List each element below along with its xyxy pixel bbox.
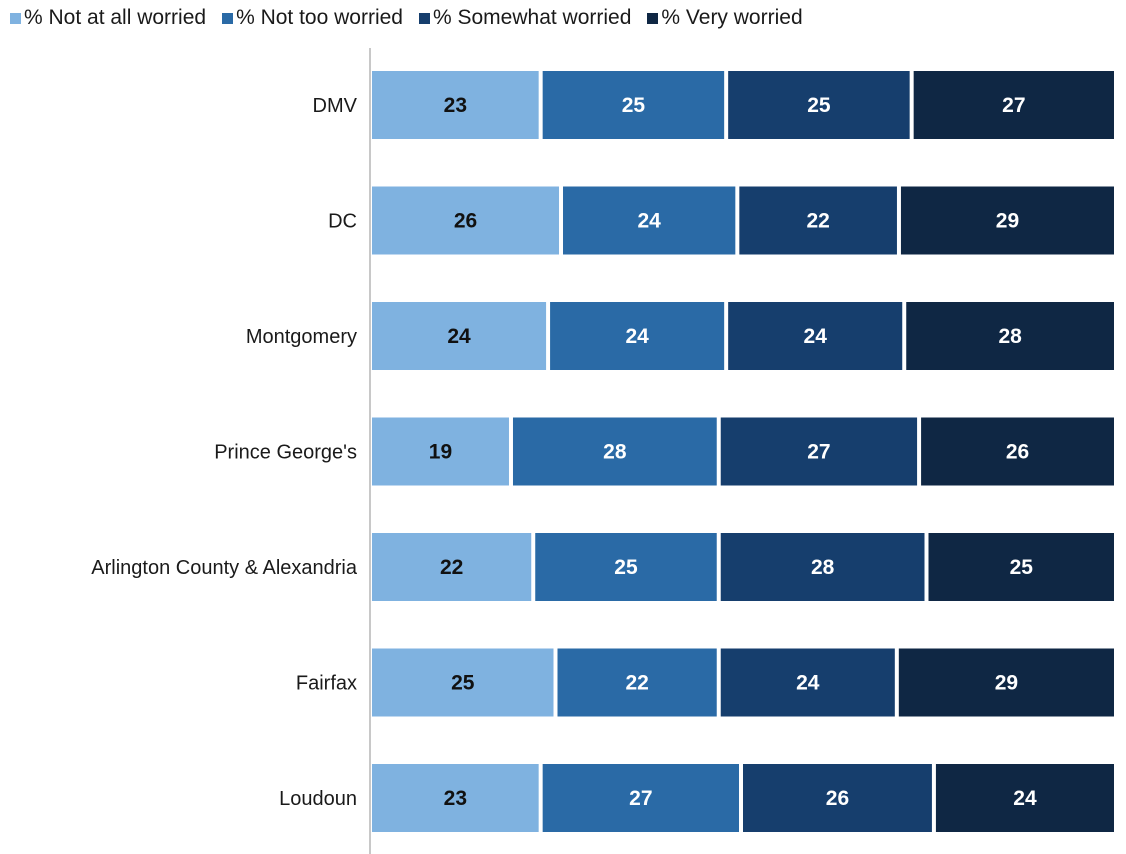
data-label: 26 (454, 210, 477, 233)
data-label: 25 (614, 556, 638, 579)
bar-segment (743, 764, 932, 832)
bar-segment (550, 302, 725, 370)
data-label: 27 (629, 787, 652, 810)
data-label: 28 (811, 556, 835, 579)
bars-group: DMV 23 25 25 27 DC 26 24 22 29 Montgomery 24 24 24 28 P… (91, 71, 1114, 832)
bar-segment (372, 71, 539, 139)
data-label: 23 (444, 787, 467, 810)
bar-segment (720, 417, 918, 486)
bar-segment (512, 417, 717, 486)
bar-segment (557, 648, 717, 717)
data-label: 26 (1006, 441, 1029, 464)
data-label: 24 (804, 325, 828, 348)
legend-item: % Not at all worried (10, 6, 206, 30)
data-label: 19 (429, 441, 452, 464)
data-label: 22 (625, 672, 648, 695)
legend-swatch (10, 12, 21, 24)
bar-segment (542, 764, 739, 832)
data-label: 22 (806, 210, 829, 233)
bar-segment (372, 764, 539, 832)
legend-label: % Somewhat worried (432, 6, 632, 29)
bar-segment (720, 648, 895, 717)
data-label: 24 (796, 672, 820, 695)
legend-label: % Not at all worried (24, 6, 207, 29)
data-label: 26 (826, 787, 849, 810)
data-label: 25 (622, 94, 646, 117)
bar-segment (739, 186, 897, 255)
bar-segment (372, 417, 509, 486)
legend-item: % Somewhat worried (418, 6, 632, 30)
legend-item: % Not too worried (222, 6, 403, 30)
data-label: 27 (807, 441, 830, 464)
bar-segment (372, 302, 547, 370)
data-label: 29 (996, 210, 1019, 233)
category-label: DMV (313, 95, 358, 117)
data-label: 27 (1002, 94, 1025, 117)
category-label: DC (328, 211, 357, 233)
bar-segment (921, 417, 1114, 486)
legend-swatch (418, 12, 430, 24)
data-label: 28 (998, 325, 1022, 348)
category-label: Loudoun (279, 788, 357, 810)
legend-item: % Very worried (647, 6, 803, 30)
bar-segment (720, 533, 925, 601)
bar-segment (542, 71, 725, 139)
legend-label: % Not too worried (236, 6, 403, 29)
data-label: 24 (637, 210, 661, 233)
bar-segment (935, 764, 1114, 832)
legend-swatch (647, 12, 659, 24)
bar-segment (372, 533, 532, 601)
bar-segment (372, 186, 560, 255)
bar-segment (535, 533, 717, 601)
category-label: Fairfax (296, 673, 357, 695)
bar-segment (372, 648, 554, 717)
bar-segment (928, 533, 1114, 601)
data-label: 25 (451, 672, 475, 695)
legend-swatch (222, 12, 234, 24)
data-label: 23 (444, 94, 467, 117)
data-label: 24 (447, 325, 471, 348)
category-label: Prince George's (214, 442, 357, 464)
category-label: Montgomery (246, 326, 357, 348)
legend: % Not at all worried % Not too worried % S… (10, 6, 803, 30)
legend-label: % Very worried (661, 6, 803, 29)
bar-segment (563, 186, 736, 255)
data-label: 22 (440, 556, 463, 579)
bar-segment (906, 302, 1114, 370)
bar-segment (900, 186, 1114, 255)
data-label: 24 (625, 325, 649, 348)
data-label: 25 (1010, 556, 1034, 579)
data-label: 24 (1013, 787, 1037, 810)
data-label: 25 (807, 94, 831, 117)
category-label: Arlington County & Alexandria (91, 557, 358, 579)
bar-segment (898, 648, 1114, 717)
bar-segment (728, 71, 910, 139)
data-label: 29 (995, 672, 1018, 695)
bar-segment (913, 71, 1114, 139)
bar-segment (728, 302, 903, 370)
data-label: 28 (603, 441, 627, 464)
